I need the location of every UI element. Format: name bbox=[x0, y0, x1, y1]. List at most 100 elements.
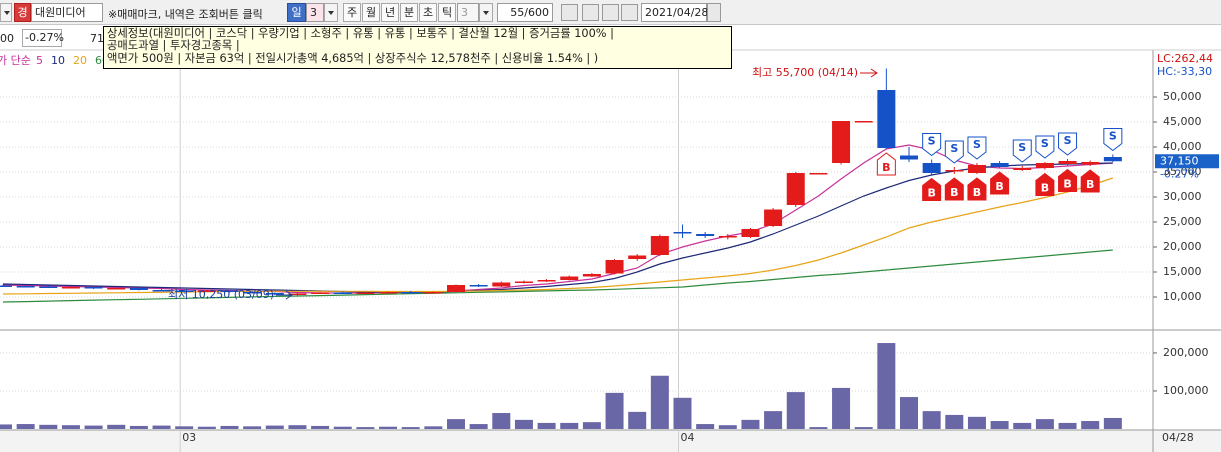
volume-bar bbox=[1081, 421, 1100, 429]
icon-button[interactable] bbox=[561, 4, 578, 21]
volume-bar bbox=[197, 426, 216, 429]
period-button[interactable]: 년 bbox=[381, 3, 399, 22]
period-button[interactable]: 초 bbox=[419, 3, 437, 22]
volume-bar bbox=[900, 397, 918, 429]
buy-label: B bbox=[973, 186, 981, 199]
candle-body bbox=[16, 286, 35, 288]
sell-label: S bbox=[1018, 141, 1026, 154]
tooltip: 상세정보(대원미디어 | 코스닥 | 우량기업 | 소형주 | 유통 | 유통 … bbox=[103, 26, 732, 69]
volume-bar bbox=[356, 427, 375, 429]
y-tick-label: 40,000 bbox=[1163, 140, 1202, 153]
period-count[interactable]: 3 bbox=[306, 3, 324, 22]
stock-input[interactable]: 대원미디어 bbox=[31, 3, 103, 22]
volume-bar bbox=[560, 422, 579, 429]
volume-bar bbox=[582, 422, 601, 429]
volume-bar bbox=[84, 425, 103, 429]
info-item: 71 bbox=[90, 32, 104, 45]
icon-button[interactable] bbox=[582, 4, 599, 21]
candle-body bbox=[220, 290, 239, 292]
sell-marker bbox=[1058, 132, 1078, 156]
candle-body bbox=[696, 234, 715, 236]
candle-body bbox=[809, 173, 828, 175]
x-tick-label: 04 bbox=[681, 431, 695, 444]
candle-body bbox=[1058, 161, 1077, 164]
candle-body bbox=[945, 170, 964, 172]
period-button[interactable]: 월 bbox=[362, 3, 380, 22]
volume-bar bbox=[696, 424, 715, 429]
candle-body bbox=[311, 292, 330, 294]
period-button[interactable]: 주 bbox=[343, 3, 361, 22]
volume-bar bbox=[786, 392, 805, 429]
legend-entry: 5 bbox=[36, 54, 43, 67]
candle-body bbox=[764, 209, 783, 226]
tick-count: 3 bbox=[457, 3, 479, 22]
volume-bar bbox=[1058, 422, 1077, 429]
date-input[interactable]: 2021/04/28 bbox=[641, 3, 708, 22]
candle-body bbox=[492, 282, 511, 287]
candle-body bbox=[61, 287, 80, 289]
volume-bar bbox=[741, 419, 760, 429]
candle-body bbox=[673, 232, 692, 234]
candle-body bbox=[0, 285, 12, 287]
period-button[interactable]: 틱 bbox=[438, 3, 456, 22]
volume-bar bbox=[311, 425, 330, 429]
candle-body bbox=[582, 274, 601, 277]
icon-button[interactable] bbox=[602, 4, 619, 21]
date-axis-bg bbox=[0, 430, 1221, 452]
volume-bar bbox=[175, 426, 194, 429]
volume-bar bbox=[967, 416, 986, 429]
dropdown[interactable] bbox=[0, 3, 12, 22]
arrow bbox=[276, 290, 293, 300]
volume-bar bbox=[877, 343, 896, 429]
candle-body bbox=[243, 292, 262, 294]
volume-bar bbox=[605, 392, 624, 429]
candle-body bbox=[560, 276, 579, 280]
market-tag: 경 bbox=[14, 3, 31, 22]
y-tick-label: 15,000 bbox=[1163, 265, 1202, 278]
volume-bar bbox=[401, 427, 420, 429]
volume-bar bbox=[1035, 419, 1054, 429]
note: ※매매마크, 내역은 조회버튼 클릭 bbox=[108, 8, 263, 21]
count-input[interactable]: 55/600 bbox=[497, 3, 553, 22]
legend-entry: 10 bbox=[51, 54, 65, 67]
sell-label: S bbox=[950, 142, 958, 155]
calendar-button[interactable] bbox=[707, 3, 721, 22]
volume-bar bbox=[107, 424, 126, 429]
period-day[interactable]: 일 bbox=[287, 3, 306, 22]
sell-label: S bbox=[1064, 134, 1072, 147]
y-tick-label: 45,000 bbox=[1163, 115, 1202, 128]
icon-button[interactable] bbox=[621, 4, 638, 21]
sell-label: S bbox=[973, 138, 981, 151]
candle-body bbox=[152, 290, 171, 292]
buy-label: B bbox=[882, 161, 890, 174]
buy-marker bbox=[1080, 169, 1100, 193]
ma-line bbox=[2, 249, 1113, 303]
candle-body bbox=[628, 255, 647, 259]
volume-bar bbox=[764, 411, 783, 429]
candle-body bbox=[356, 292, 375, 294]
buy-label: B bbox=[995, 180, 1003, 193]
volume-bar bbox=[832, 387, 851, 429]
volume-tick-label: 200,000 bbox=[1163, 346, 1209, 359]
buy-marker bbox=[944, 177, 964, 201]
period-button[interactable]: 분 bbox=[400, 3, 418, 22]
candle-body bbox=[84, 287, 103, 289]
sell-label: S bbox=[1041, 137, 1049, 150]
volume-bar bbox=[990, 421, 1009, 429]
volume-bar bbox=[945, 414, 964, 429]
volume-bar bbox=[628, 411, 647, 429]
candle-body bbox=[832, 121, 851, 163]
buy-marker bbox=[967, 177, 987, 201]
date-label: 04/28 bbox=[1162, 431, 1194, 444]
volume-bar bbox=[129, 425, 148, 429]
buy-label: B bbox=[1063, 178, 1071, 191]
volume-bar bbox=[16, 424, 35, 429]
candle-body bbox=[854, 121, 873, 123]
dropdown[interactable] bbox=[324, 3, 338, 22]
buy-label: B bbox=[950, 186, 958, 199]
volume-bar bbox=[333, 426, 352, 429]
volume-bar bbox=[243, 426, 262, 429]
buy-marker bbox=[990, 171, 1010, 195]
volume-bar bbox=[673, 397, 692, 429]
